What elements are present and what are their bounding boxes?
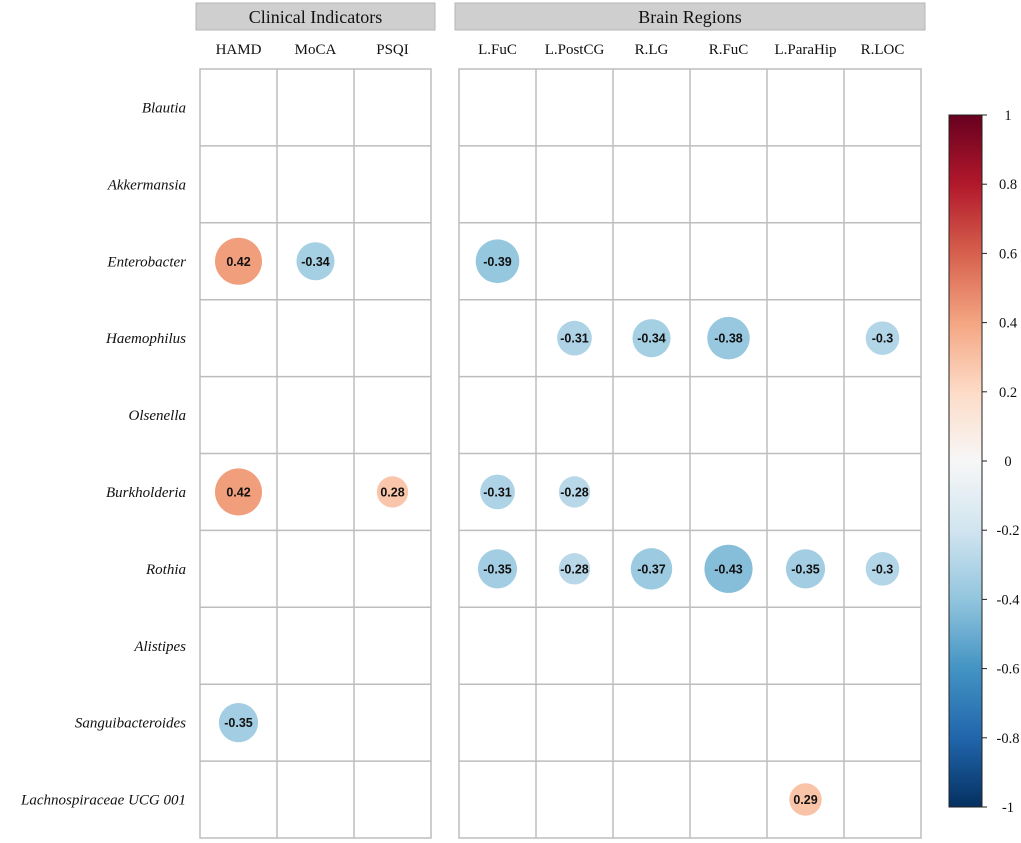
correlation-value-label: -0.35: [483, 562, 512, 576]
column-label-l-fuc: L.FuC: [478, 42, 517, 58]
column-label-hamd: HAMD: [216, 42, 262, 58]
correlation-value-label: -0.34: [637, 332, 666, 346]
correlation-value-label: -0.35: [224, 716, 253, 730]
correlation-circle-sanguibacteroides-hamd: [218, 703, 259, 743]
column-label-r-lg: R.LG: [635, 42, 669, 58]
correlation-circle-burkholderia-hamd: [214, 468, 263, 516]
correlation-circle-rothia-r-loc: [865, 552, 900, 586]
correlation-circle-rothia-r-fuc: [704, 544, 753, 593]
column-label-r-loc: R.LOC: [861, 42, 905, 58]
correlation-value-label: -0.38: [714, 332, 743, 346]
column-label-l-parahip: L.ParaHip: [774, 42, 836, 58]
correlation-circle-haemophilus-r-fuc: [707, 316, 750, 360]
row-label-blautia: Blautia: [142, 100, 186, 116]
colorbar-tick-label: 0: [1004, 454, 1011, 470]
colorbar-tick-label: 0.2: [999, 385, 1017, 401]
row-label-alistipes: Alistipes: [133, 639, 186, 655]
row-label-olsenella: Olsenella: [129, 408, 187, 424]
correlation-value-label: -0.3: [872, 332, 894, 346]
colorbar-tick-label: 1: [1004, 108, 1011, 124]
correlation-value-label: 0.28: [380, 485, 404, 499]
row-label-akkermansia: Akkermansia: [107, 177, 186, 193]
correlation-value-label: 0.29: [793, 793, 817, 807]
colorbar-tick-label: 0.8: [999, 177, 1017, 193]
correlation-value-label: -0.37: [637, 562, 666, 576]
correlation-value-label: -0.31: [560, 332, 589, 346]
panel-title: Clinical Indicators: [249, 7, 382, 27]
colorbar-tick-label: -0.4: [997, 592, 1021, 608]
column-label-r-fuc: R.FuC: [709, 42, 749, 58]
correlation-circle-rothia-l-postcg: [558, 553, 591, 585]
row-label-enterobacter: Enterobacter: [106, 254, 186, 270]
correlation-circle-enterobacter-l-fuc: [475, 239, 520, 284]
correlation-value-label: -0.43: [714, 562, 743, 576]
colorbar: [948, 114, 983, 808]
colorbar-tick-label: -0.2: [997, 523, 1020, 539]
colorbar-tick-label: 0.4: [999, 316, 1018, 332]
correlation-value-label: -0.35: [791, 562, 820, 576]
correlation-circle-haemophilus-r-lg: [632, 319, 671, 358]
correlation-value-label: -0.34: [301, 255, 330, 269]
column-label-moca: MoCA: [295, 42, 337, 58]
correlation-circle-rothia-l-fuc: [477, 549, 518, 589]
correlation-circle-burkholderia-l-postcg: [558, 476, 591, 508]
panel-title: Brain Regions: [638, 7, 742, 27]
panel-header-strip: [195, 2, 436, 31]
correlation-circle-lachnospiraceae-ucg-001-l-parahip: [789, 783, 822, 816]
correlation-value-label: -0.28: [560, 562, 589, 576]
correlation-circle-enterobacter-moca: [296, 242, 335, 281]
correlation-circle-haemophilus-r-loc: [865, 321, 900, 355]
row-label-rothia: Rothia: [145, 562, 186, 578]
correlation-circle-burkholderia-psqi: [376, 476, 409, 508]
colorbar-tick-label: -0.6: [997, 662, 1020, 678]
colorbar-tick-label: 0.6: [999, 246, 1017, 262]
row-label-haemophilus: Haemophilus: [105, 331, 186, 347]
row-label-burkholderia: Burkholderia: [106, 485, 186, 501]
correlation-value-label: -0.28: [560, 485, 589, 499]
row-label-sanguibacteroides: Sanguibacteroides: [75, 716, 186, 732]
correlation-circle-rothia-l-parahip: [785, 549, 826, 589]
row-label-lachnospiraceae-ucg-001: Lachnospiraceae UCG 001: [20, 793, 186, 809]
correlation-value-label: 0.42: [226, 255, 250, 269]
correlation-value-label: -0.31: [483, 485, 512, 499]
colorbar-tick-label: -1: [1002, 800, 1014, 816]
panel-header-strip: [454, 2, 926, 31]
correlation-circle-enterobacter-hamd: [214, 237, 263, 285]
column-label-l-postcg: L.PostCG: [545, 42, 605, 58]
correlation-circle-haemophilus-l-postcg: [557, 320, 592, 356]
correlation-circle-rothia-r-lg: [630, 548, 673, 590]
correlation-circle-burkholderia-l-fuc: [480, 474, 515, 510]
correlation-value-label: -0.3: [872, 562, 894, 576]
column-label-psqi: PSQI: [376, 42, 409, 58]
correlation-value-label: 0.42: [226, 485, 250, 499]
correlation-value-label: -0.39: [483, 255, 512, 269]
colorbar-tick-label: -0.8: [997, 731, 1020, 747]
